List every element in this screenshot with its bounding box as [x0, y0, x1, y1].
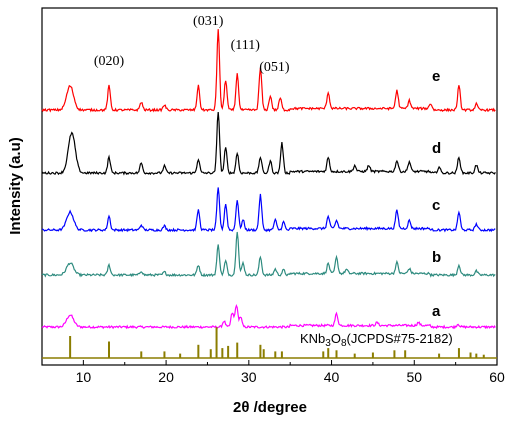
x-tick-label: 40 [324, 369, 340, 385]
series-label-a: a [432, 303, 441, 320]
peak-annotations: (020) (031) (111) (051) [94, 14, 290, 75]
x-axis-title: 2θ /degree [233, 399, 307, 416]
series-line-c [41, 187, 496, 233]
reference-label: KNb3O8(JCPDS#75-2182) [300, 331, 453, 349]
reference-bars [42, 327, 497, 359]
series-label-c: c [432, 197, 440, 214]
x-tick-label: 10 [76, 369, 92, 385]
peak-label: (031) [193, 14, 224, 29]
x-tick-label: 60 [489, 369, 505, 385]
series-group: a b c d e [41, 29, 496, 330]
peak-label: (051) [259, 60, 290, 75]
x-tick-label: 50 [406, 369, 422, 385]
series-label-d: d [432, 140, 441, 157]
series-line-d [41, 112, 496, 176]
plot-frame [41, 7, 498, 366]
peak-label: (020) [94, 54, 125, 69]
x-ticks: 10 20 30 40 50 60 [76, 360, 505, 385]
peak-label: (111) [231, 38, 261, 53]
x-tick-label: 30 [241, 369, 257, 385]
series-line-b [41, 231, 496, 278]
series-label-b: b [432, 249, 441, 266]
series-line-a [41, 304, 496, 330]
y-axis-title: Intensity (a.u) [7, 137, 24, 235]
series-label-e: e [432, 68, 440, 85]
x-tick-label: 20 [158, 369, 174, 385]
series-line-e [41, 29, 496, 113]
